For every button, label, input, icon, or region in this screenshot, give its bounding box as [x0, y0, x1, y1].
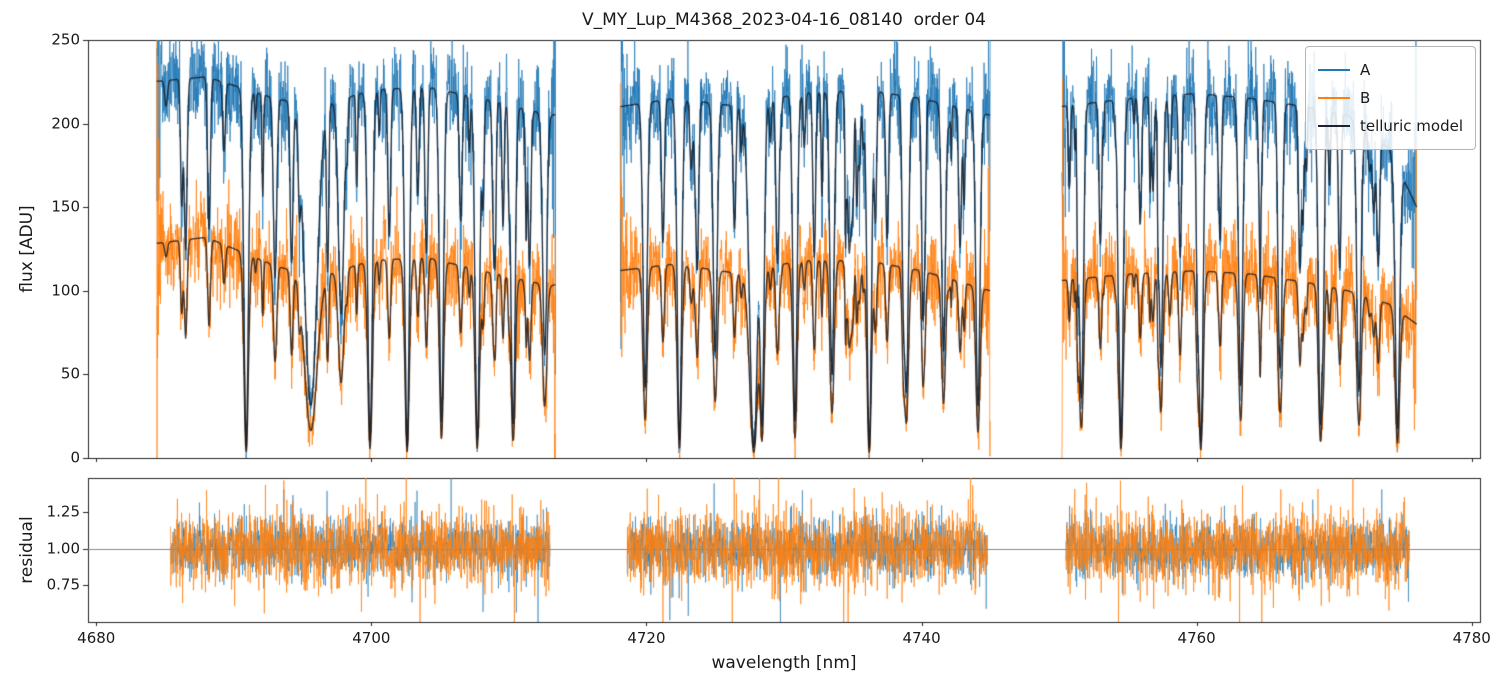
legend-label-b: B — [1359, 89, 1371, 107]
flux-tick-label: 250 — [51, 30, 80, 49]
residual-tick-label: 0.75 — [46, 575, 80, 594]
legend: A B telluric model — [1304, 46, 1476, 150]
x-tick-label: 4700 — [352, 629, 391, 647]
legend-line-a-icon — [1317, 69, 1350, 71]
residual-tick-label: 1.00 — [46, 539, 80, 558]
flux-tick-label: 0 — [70, 448, 80, 467]
legend-item-a: A — [1317, 56, 1463, 84]
legend-line-telluric-icon — [1317, 125, 1350, 127]
legend-item-telluric: telluric model — [1317, 112, 1463, 140]
legend-label-telluric: telluric model — [1359, 117, 1463, 135]
residual-tick-label: 1.25 — [46, 502, 80, 521]
chart-title: V_MY_Lup_M4368_2023-04-16_08140 order 04 — [582, 10, 986, 30]
legend-item-b: B — [1317, 84, 1463, 112]
x-tick-label: 4720 — [627, 629, 666, 647]
x-tick-label: 4780 — [1452, 629, 1491, 647]
x-tick-label: 4680 — [77, 629, 116, 647]
flux-tick-label: 200 — [51, 114, 80, 133]
legend-line-b-icon — [1317, 97, 1350, 99]
x-tick-label: 4740 — [902, 629, 941, 647]
legend-label-a: A — [1359, 61, 1371, 79]
x-tick-label: 4760 — [1177, 629, 1216, 647]
flux-tick-label: 50 — [60, 364, 80, 383]
flux-tick-label: 100 — [51, 281, 80, 300]
flux-axis-label: flux [ADU] — [17, 205, 37, 293]
x-axis-label: wavelength [nm] — [711, 653, 857, 673]
flux-tick-label: 150 — [51, 197, 80, 216]
